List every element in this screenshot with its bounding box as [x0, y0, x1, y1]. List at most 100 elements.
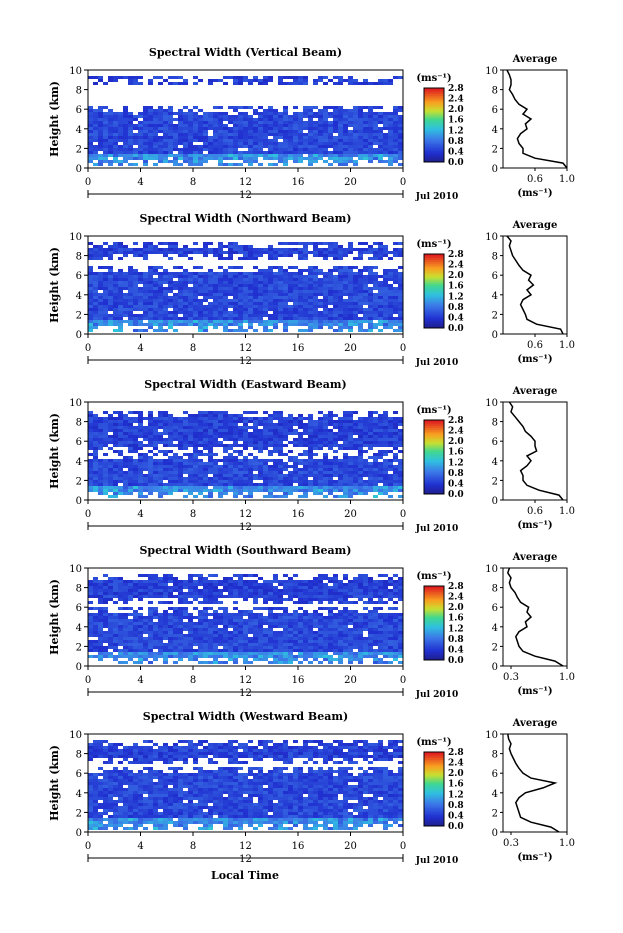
heatmap-cell: [368, 465, 373, 468]
heatmap-cell: [208, 462, 213, 465]
heatmap-cell: [183, 142, 188, 145]
heatmap-cell: [188, 308, 193, 311]
heatmap-cell: [213, 462, 218, 465]
heatmap-cell: [108, 76, 113, 79]
heatmap-cell: [168, 586, 173, 589]
heatmap-cell: [128, 154, 133, 157]
heatmap-cell: [363, 124, 368, 127]
heatmap-cell: [118, 272, 123, 275]
heatmap-cell: [263, 121, 268, 124]
heatmap-cell: [88, 489, 93, 492]
heatmap-cell: [93, 616, 98, 619]
heatmap-cell: [93, 127, 98, 130]
heatmap-cell: [378, 79, 383, 82]
heatmap-cell: [303, 423, 308, 426]
heatmap-cell: [108, 583, 113, 586]
heatmap-cell: [218, 471, 223, 474]
heatmap-cell: [93, 628, 98, 631]
heatmap-cell: [398, 136, 403, 139]
heatmap-cell: [258, 471, 263, 474]
heatmap-cell: [248, 79, 253, 82]
heatmap-cell: [338, 251, 343, 254]
heatmap-cell: [118, 661, 123, 664]
heatmap-cell: [288, 115, 293, 118]
heatmap-cell: [303, 278, 308, 281]
heatmap-cell: [158, 157, 163, 160]
heatmap-cell: [293, 293, 298, 296]
heatmap-cell: [243, 480, 248, 483]
heatmap-cell: [253, 133, 258, 136]
heatmap-cell: [163, 661, 168, 664]
heatmap-cell: [288, 293, 293, 296]
heatmap-cell: [318, 154, 323, 157]
heatmap-cell: [148, 459, 153, 462]
heatmap-cell: [178, 438, 183, 441]
heatmap-cells: [88, 574, 403, 664]
heatmap-cell: [333, 302, 338, 305]
heatmap-cell: [148, 456, 153, 459]
heatmap-cell: [228, 266, 233, 269]
heatmap-cell: [193, 471, 198, 474]
heatmap-cell: [153, 643, 158, 646]
heatmap-cell: [363, 293, 368, 296]
heatmap-cell: [93, 145, 98, 148]
heatmap-cell: [123, 254, 128, 257]
heatmap-cell: [378, 474, 383, 477]
heatmap-cell: [188, 619, 193, 622]
heatmap-cell: [158, 637, 163, 640]
heatmap-cell: [313, 317, 318, 320]
heatmap-cell: [183, 411, 188, 414]
heatmap-cell: [268, 450, 273, 453]
heatmap-cell: [173, 302, 178, 305]
heatmap-cell: [113, 278, 118, 281]
heatmap-cell: [333, 76, 338, 79]
heatmap-cell: [358, 311, 363, 314]
heatmap-cell: [308, 154, 313, 157]
heatmap-cell: [273, 130, 278, 133]
heatmap-cell: [143, 592, 148, 595]
heatmap-cell: [298, 293, 303, 296]
colorbar-tick-label: 2.8: [448, 84, 464, 94]
heatmap-cell: [168, 456, 173, 459]
heatmap-cell: [293, 308, 298, 311]
heatmap-cell: [298, 489, 303, 492]
heatmap-cell: [243, 257, 248, 260]
heatmap-cell: [293, 438, 298, 441]
heatmap-cell: [163, 311, 168, 314]
heatmap-cell: [268, 109, 273, 112]
heatmap-cell: [363, 157, 368, 160]
heatmap-cell: [218, 290, 223, 293]
heatmap-cell: [188, 456, 193, 459]
heatmap-cell: [178, 480, 183, 483]
heatmap-cell: [368, 145, 373, 148]
heatmap-cell: [273, 323, 278, 326]
heatmap-cell: [213, 118, 218, 121]
heatmap-cell: [298, 414, 303, 417]
heatmap-cell: [323, 299, 328, 302]
heatmap-cell: [308, 124, 313, 127]
heatmap-cell: [373, 284, 378, 287]
avg-y-tick-label: 2: [492, 144, 498, 155]
heatmap-cell: [208, 320, 213, 323]
heatmap-cell: [183, 495, 188, 498]
heatmap-cell: [228, 133, 233, 136]
heatmap-cell: [193, 157, 198, 160]
heatmap-cell: [163, 151, 168, 154]
heatmap-cell: [118, 257, 123, 260]
heatmap-cell: [143, 462, 148, 465]
heatmap-cell: [133, 296, 138, 299]
heatmap-cell: [313, 299, 318, 302]
heatmap-cell: [368, 266, 373, 269]
heatmap-cell: [258, 251, 263, 254]
heatmap-cell: [398, 462, 403, 465]
heatmap-cell: [168, 323, 173, 326]
heatmap-cell: [228, 157, 233, 160]
heatmap-cell: [328, 468, 333, 471]
heatmap-cell: [173, 471, 178, 474]
heatmap-cell: [368, 308, 373, 311]
heatmap-cell: [238, 133, 243, 136]
heatmap-cell: [373, 474, 378, 477]
heatmap-cell: [228, 462, 233, 465]
heatmap-cell: [218, 151, 223, 154]
heatmap-cell: [183, 613, 188, 616]
